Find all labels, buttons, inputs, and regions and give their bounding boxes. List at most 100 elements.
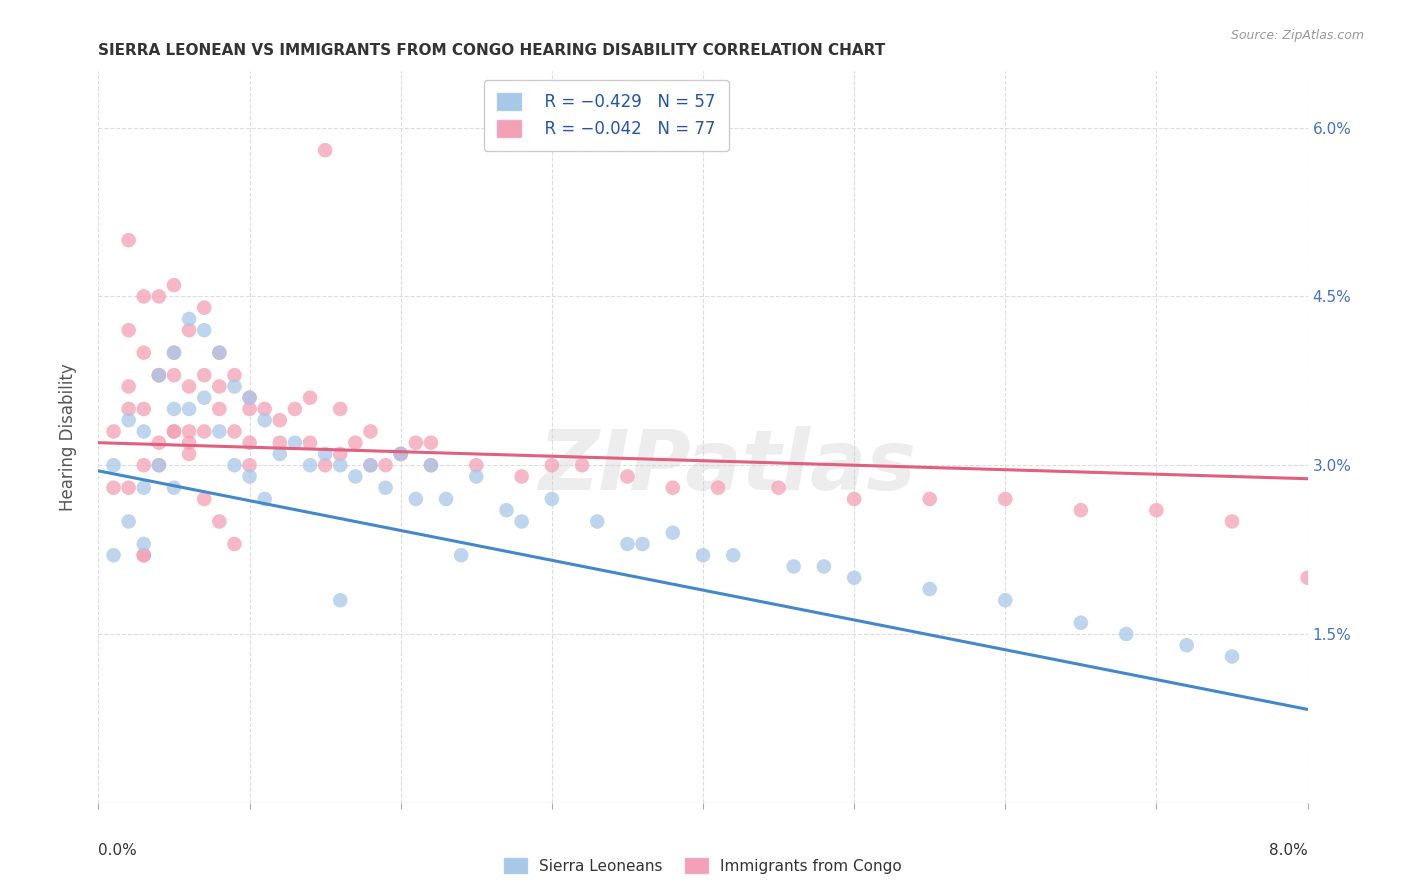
Point <box>239 401 262 416</box>
Point <box>148 368 170 383</box>
Point <box>994 491 1017 506</box>
Point <box>148 458 170 473</box>
Point <box>118 233 141 247</box>
Point <box>193 391 215 405</box>
Point <box>389 447 412 461</box>
Point <box>132 289 155 303</box>
Point <box>148 368 170 383</box>
Point <box>844 571 866 585</box>
Point <box>1220 649 1243 664</box>
Point <box>707 481 730 495</box>
Point <box>179 447 201 461</box>
Point <box>1175 638 1198 652</box>
Point <box>844 491 866 506</box>
Point <box>586 515 609 529</box>
Point <box>405 435 427 450</box>
Point <box>163 345 186 359</box>
Legend: Sierra Leoneans, Immigrants from Congo: Sierra Leoneans, Immigrants from Congo <box>498 852 908 880</box>
Point <box>1220 515 1243 529</box>
Point <box>118 323 141 337</box>
Point <box>616 469 638 483</box>
Point <box>132 345 155 359</box>
Point <box>284 435 307 450</box>
Point <box>132 548 155 562</box>
Point <box>224 425 246 439</box>
Point <box>450 548 472 562</box>
Point <box>253 413 276 427</box>
Point <box>118 515 141 529</box>
Point <box>193 368 215 383</box>
Point <box>314 447 336 461</box>
Point <box>163 368 186 383</box>
Point <box>193 323 215 337</box>
Point <box>179 312 201 326</box>
Point <box>1296 571 1319 585</box>
Text: SIERRA LEONEAN VS IMMIGRANTS FROM CONGO HEARING DISABILITY CORRELATION CHART: SIERRA LEONEAN VS IMMIGRANTS FROM CONGO … <box>98 43 886 58</box>
Point <box>994 593 1017 607</box>
Point <box>360 425 382 439</box>
Point <box>420 458 443 473</box>
Point <box>389 447 412 461</box>
Point <box>193 425 215 439</box>
Point <box>269 447 291 461</box>
Point <box>132 537 155 551</box>
Point <box>420 458 443 473</box>
Point <box>224 458 246 473</box>
Text: 8.0%: 8.0% <box>1268 843 1308 858</box>
Point <box>723 548 745 562</box>
Point <box>329 447 352 461</box>
Point <box>329 593 352 607</box>
Point <box>571 458 593 473</box>
Point <box>208 379 231 393</box>
Point <box>314 458 336 473</box>
Point <box>132 401 155 416</box>
Point <box>103 548 125 562</box>
Point <box>163 425 186 439</box>
Point <box>163 481 186 495</box>
Point <box>179 323 201 337</box>
Point <box>540 491 562 506</box>
Point <box>314 143 336 157</box>
Point <box>768 481 790 495</box>
Point <box>208 515 231 529</box>
Point <box>208 401 231 416</box>
Point <box>208 345 231 359</box>
Point <box>692 548 714 562</box>
Point <box>329 401 352 416</box>
Point <box>239 458 262 473</box>
Point <box>148 458 170 473</box>
Point <box>510 515 533 529</box>
Point <box>179 401 201 416</box>
Point <box>239 391 262 405</box>
Point <box>299 435 322 450</box>
Point <box>132 458 155 473</box>
Point <box>193 301 215 315</box>
Point <box>208 425 231 439</box>
Point <box>148 289 170 303</box>
Point <box>103 481 125 495</box>
Point <box>208 345 231 359</box>
Point <box>239 391 262 405</box>
Point <box>374 481 396 495</box>
Point <box>163 425 186 439</box>
Point <box>616 537 638 551</box>
Point <box>329 458 352 473</box>
Point <box>918 491 941 506</box>
Point <box>434 491 457 506</box>
Point <box>360 458 382 473</box>
Point <box>284 401 307 416</box>
Point <box>253 491 276 506</box>
Point <box>495 503 517 517</box>
Point <box>661 525 683 540</box>
Y-axis label: Hearing Disability: Hearing Disability <box>59 363 77 511</box>
Point <box>132 425 155 439</box>
Legend:   R = −0.429   N = 57,   R = −0.042   N = 77: R = −0.429 N = 57, R = −0.042 N = 77 <box>484 79 728 151</box>
Point <box>118 401 141 416</box>
Point <box>269 413 291 427</box>
Point <box>813 559 835 574</box>
Point <box>1146 503 1168 517</box>
Point <box>1070 503 1092 517</box>
Point <box>918 582 941 596</box>
Point <box>465 469 488 483</box>
Point <box>179 425 201 439</box>
